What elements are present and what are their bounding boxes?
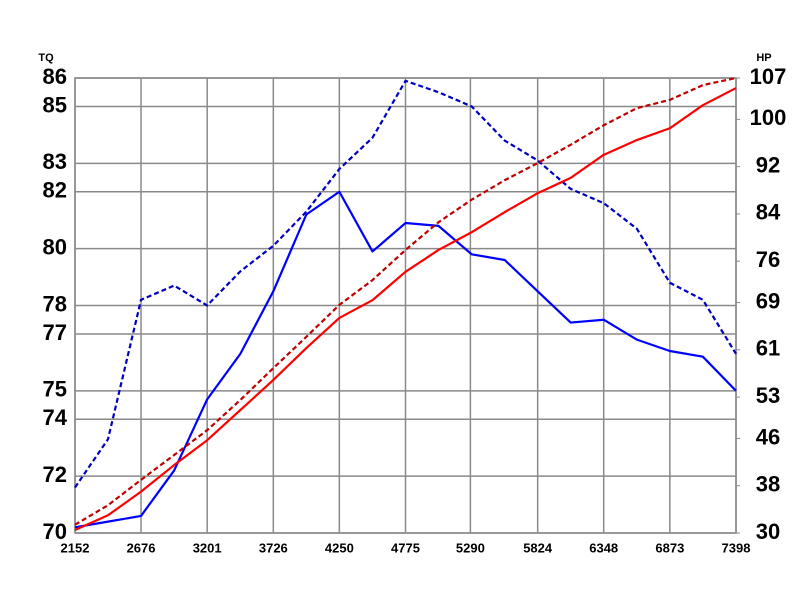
y2-tick-label: 69 — [756, 288, 780, 313]
x-tick-label: 2152 — [61, 540, 90, 555]
series-line — [74, 76, 737, 526]
y2-tick-label: 61 — [756, 336, 780, 361]
x-tick-label: 6873 — [655, 540, 684, 555]
y-axis-title: TQ — [38, 52, 54, 64]
y-tick-label: 80 — [43, 234, 67, 259]
y2-tick-label: 92 — [756, 152, 780, 177]
y2-tick-label: 107 — [750, 64, 787, 89]
x-tick-label: 6348 — [589, 540, 618, 555]
y2-tick-label: 53 — [756, 383, 780, 408]
y-tick-label: 83 — [43, 149, 67, 174]
y2-tick-label: 30 — [756, 519, 780, 544]
x-tick-label: 4775 — [391, 540, 420, 555]
y2-tick-label: 76 — [756, 247, 780, 272]
y-tick-label: 75 — [43, 377, 67, 402]
y-tick-label: 74 — [43, 405, 68, 430]
y2-tick-label: 100 — [750, 105, 787, 130]
plot-border — [74, 77, 737, 534]
y-tick-label: 82 — [43, 178, 67, 203]
x-tick-label: 3726 — [259, 540, 288, 555]
series-line — [74, 190, 737, 529]
y2-tick-label: 46 — [756, 424, 780, 449]
y-tick-label: 85 — [43, 92, 67, 117]
y-tick-label: 77 — [43, 320, 67, 345]
y2-tick-label: 84 — [756, 200, 781, 225]
y2-axis-title: HP — [756, 52, 771, 64]
x-tick-label: 2676 — [127, 540, 156, 555]
x-tick-label: 5290 — [456, 540, 485, 555]
series-line — [74, 87, 737, 532]
y-tick-label: 86 — [43, 64, 67, 89]
y-tick-label: 70 — [43, 519, 67, 544]
y-tick-label: 78 — [43, 291, 67, 316]
x-tick-label: 4250 — [325, 540, 354, 555]
series-line — [74, 79, 737, 489]
y2-tick-label: 38 — [756, 472, 780, 497]
x-tick-label: 7398 — [722, 540, 751, 555]
x-tick-label: 5824 — [523, 540, 553, 555]
x-tick-label: 3201 — [193, 540, 222, 555]
y-tick-label: 72 — [43, 462, 67, 487]
